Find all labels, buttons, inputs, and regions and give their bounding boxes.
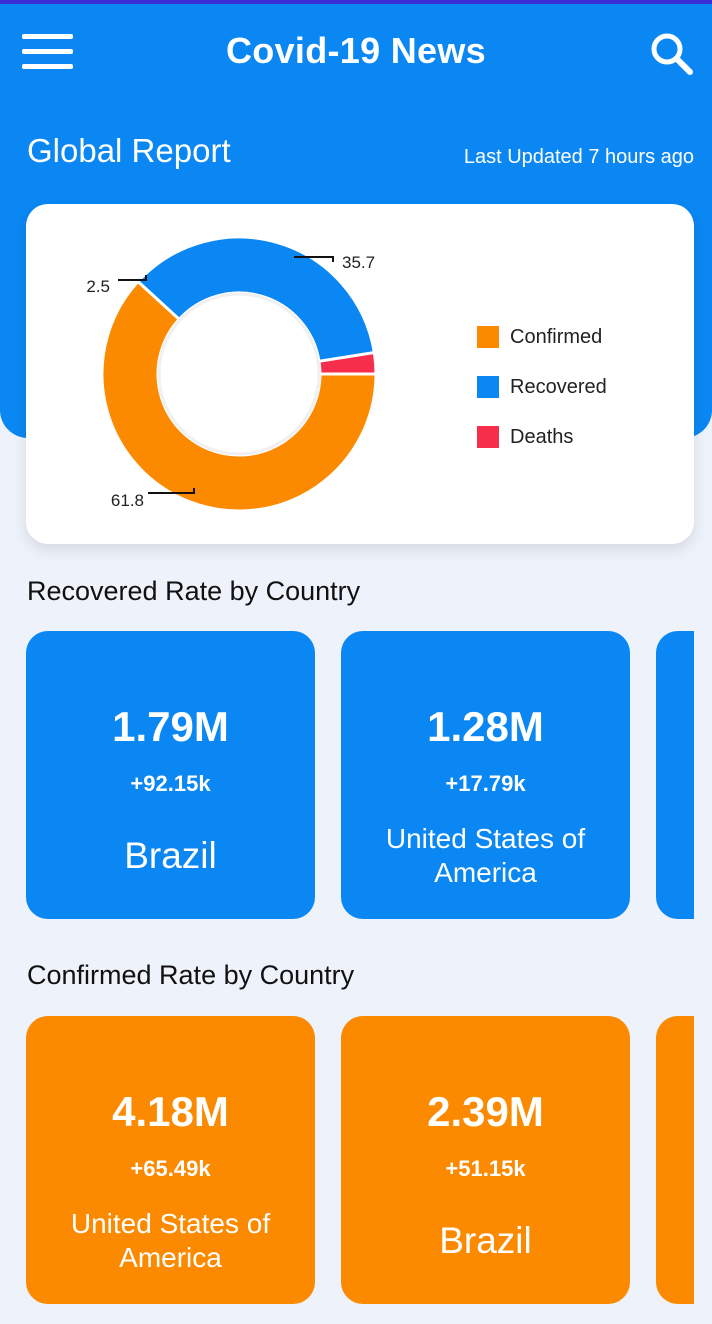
last-updated-text: Last Updated 7 hours ago [463, 146, 694, 168]
search-icon[interactable] [648, 30, 696, 78]
menu-icon-line [22, 64, 73, 69]
data-label: 35.7 [342, 253, 375, 272]
confirmed-section-title: Confirmed Rate by Country [27, 960, 355, 990]
global-chart-card: 61.8 35.7 2.5 Confirmed Recovered Deaths [26, 204, 694, 544]
data-label-leader [148, 488, 195, 494]
data-label: 2.5 [86, 277, 110, 296]
card-country: United States of America [385, 823, 586, 888]
slice-recovered[interactable] [135, 235, 377, 364]
slice-confirmed[interactable] [100, 279, 378, 513]
recovered-section-title: Recovered Rate by Country [27, 576, 361, 606]
slice-deaths[interactable] [317, 350, 378, 376]
legend-item-recovered: Recovered [477, 362, 607, 412]
menu-icon[interactable] [22, 32, 74, 72]
recovered-card-partial[interactable] [656, 631, 694, 919]
legend-swatch [477, 376, 499, 398]
card-country: United States of America [70, 1208, 271, 1273]
confirmed-cards-rail[interactable]: 4.18M +65.49k United States of America 2… [26, 1016, 694, 1306]
card-delta: +65.49k [130, 1156, 211, 1181]
data-label: 61.8 [111, 491, 144, 510]
card-delta: +17.79k [445, 771, 526, 796]
donut-chart: 61.8 35.7 2.5 [86, 235, 378, 513]
legend-item-deaths: Deaths [477, 412, 607, 462]
card-country: Brazil [124, 835, 217, 876]
card-delta: +92.15k [130, 771, 211, 796]
legend-item-confirmed: Confirmed [477, 312, 607, 362]
card-value: 1.28M [427, 703, 544, 750]
card-value: 1.79M [112, 703, 229, 750]
card-country: Brazil [439, 1220, 532, 1261]
recovered-card[interactable]: 1.28M +17.79k United States of America [341, 631, 630, 919]
legend-swatch [477, 326, 499, 348]
card-delta: +51.15k [445, 1156, 526, 1181]
legend-label: Deaths [510, 425, 574, 448]
legend-swatch [477, 426, 499, 448]
global-report-title: Global Report [27, 132, 231, 169]
confirmed-card[interactable]: 4.18M +65.49k United States of America [26, 1016, 315, 1304]
legend-label: Recovered [510, 375, 607, 398]
data-label-leader [294, 256, 334, 262]
status-bar-strip [0, 0, 712, 4]
menu-icon-line [22, 49, 73, 54]
recovered-card[interactable]: 1.79M +92.15k Brazil [26, 631, 315, 919]
donut-inner-ring [157, 292, 321, 456]
app-title: Covid-19 News [226, 30, 486, 71]
card-value: 2.39M [427, 1088, 544, 1135]
card-value: 4.18M [112, 1088, 229, 1135]
menu-icon-line [22, 34, 73, 39]
recovered-cards-rail[interactable]: 1.79M +92.15k Brazil 1.28M +17.79k Unite… [26, 631, 694, 921]
data-label-leader [118, 275, 147, 281]
confirmed-card-partial[interactable] [656, 1016, 694, 1304]
confirmed-card[interactable]: 2.39M +51.15k Brazil [341, 1016, 630, 1304]
chart-legend: Confirmed Recovered Deaths [477, 312, 607, 462]
legend-label: Confirmed [510, 325, 603, 348]
app-bar: Covid-19 News [0, 4, 712, 96]
